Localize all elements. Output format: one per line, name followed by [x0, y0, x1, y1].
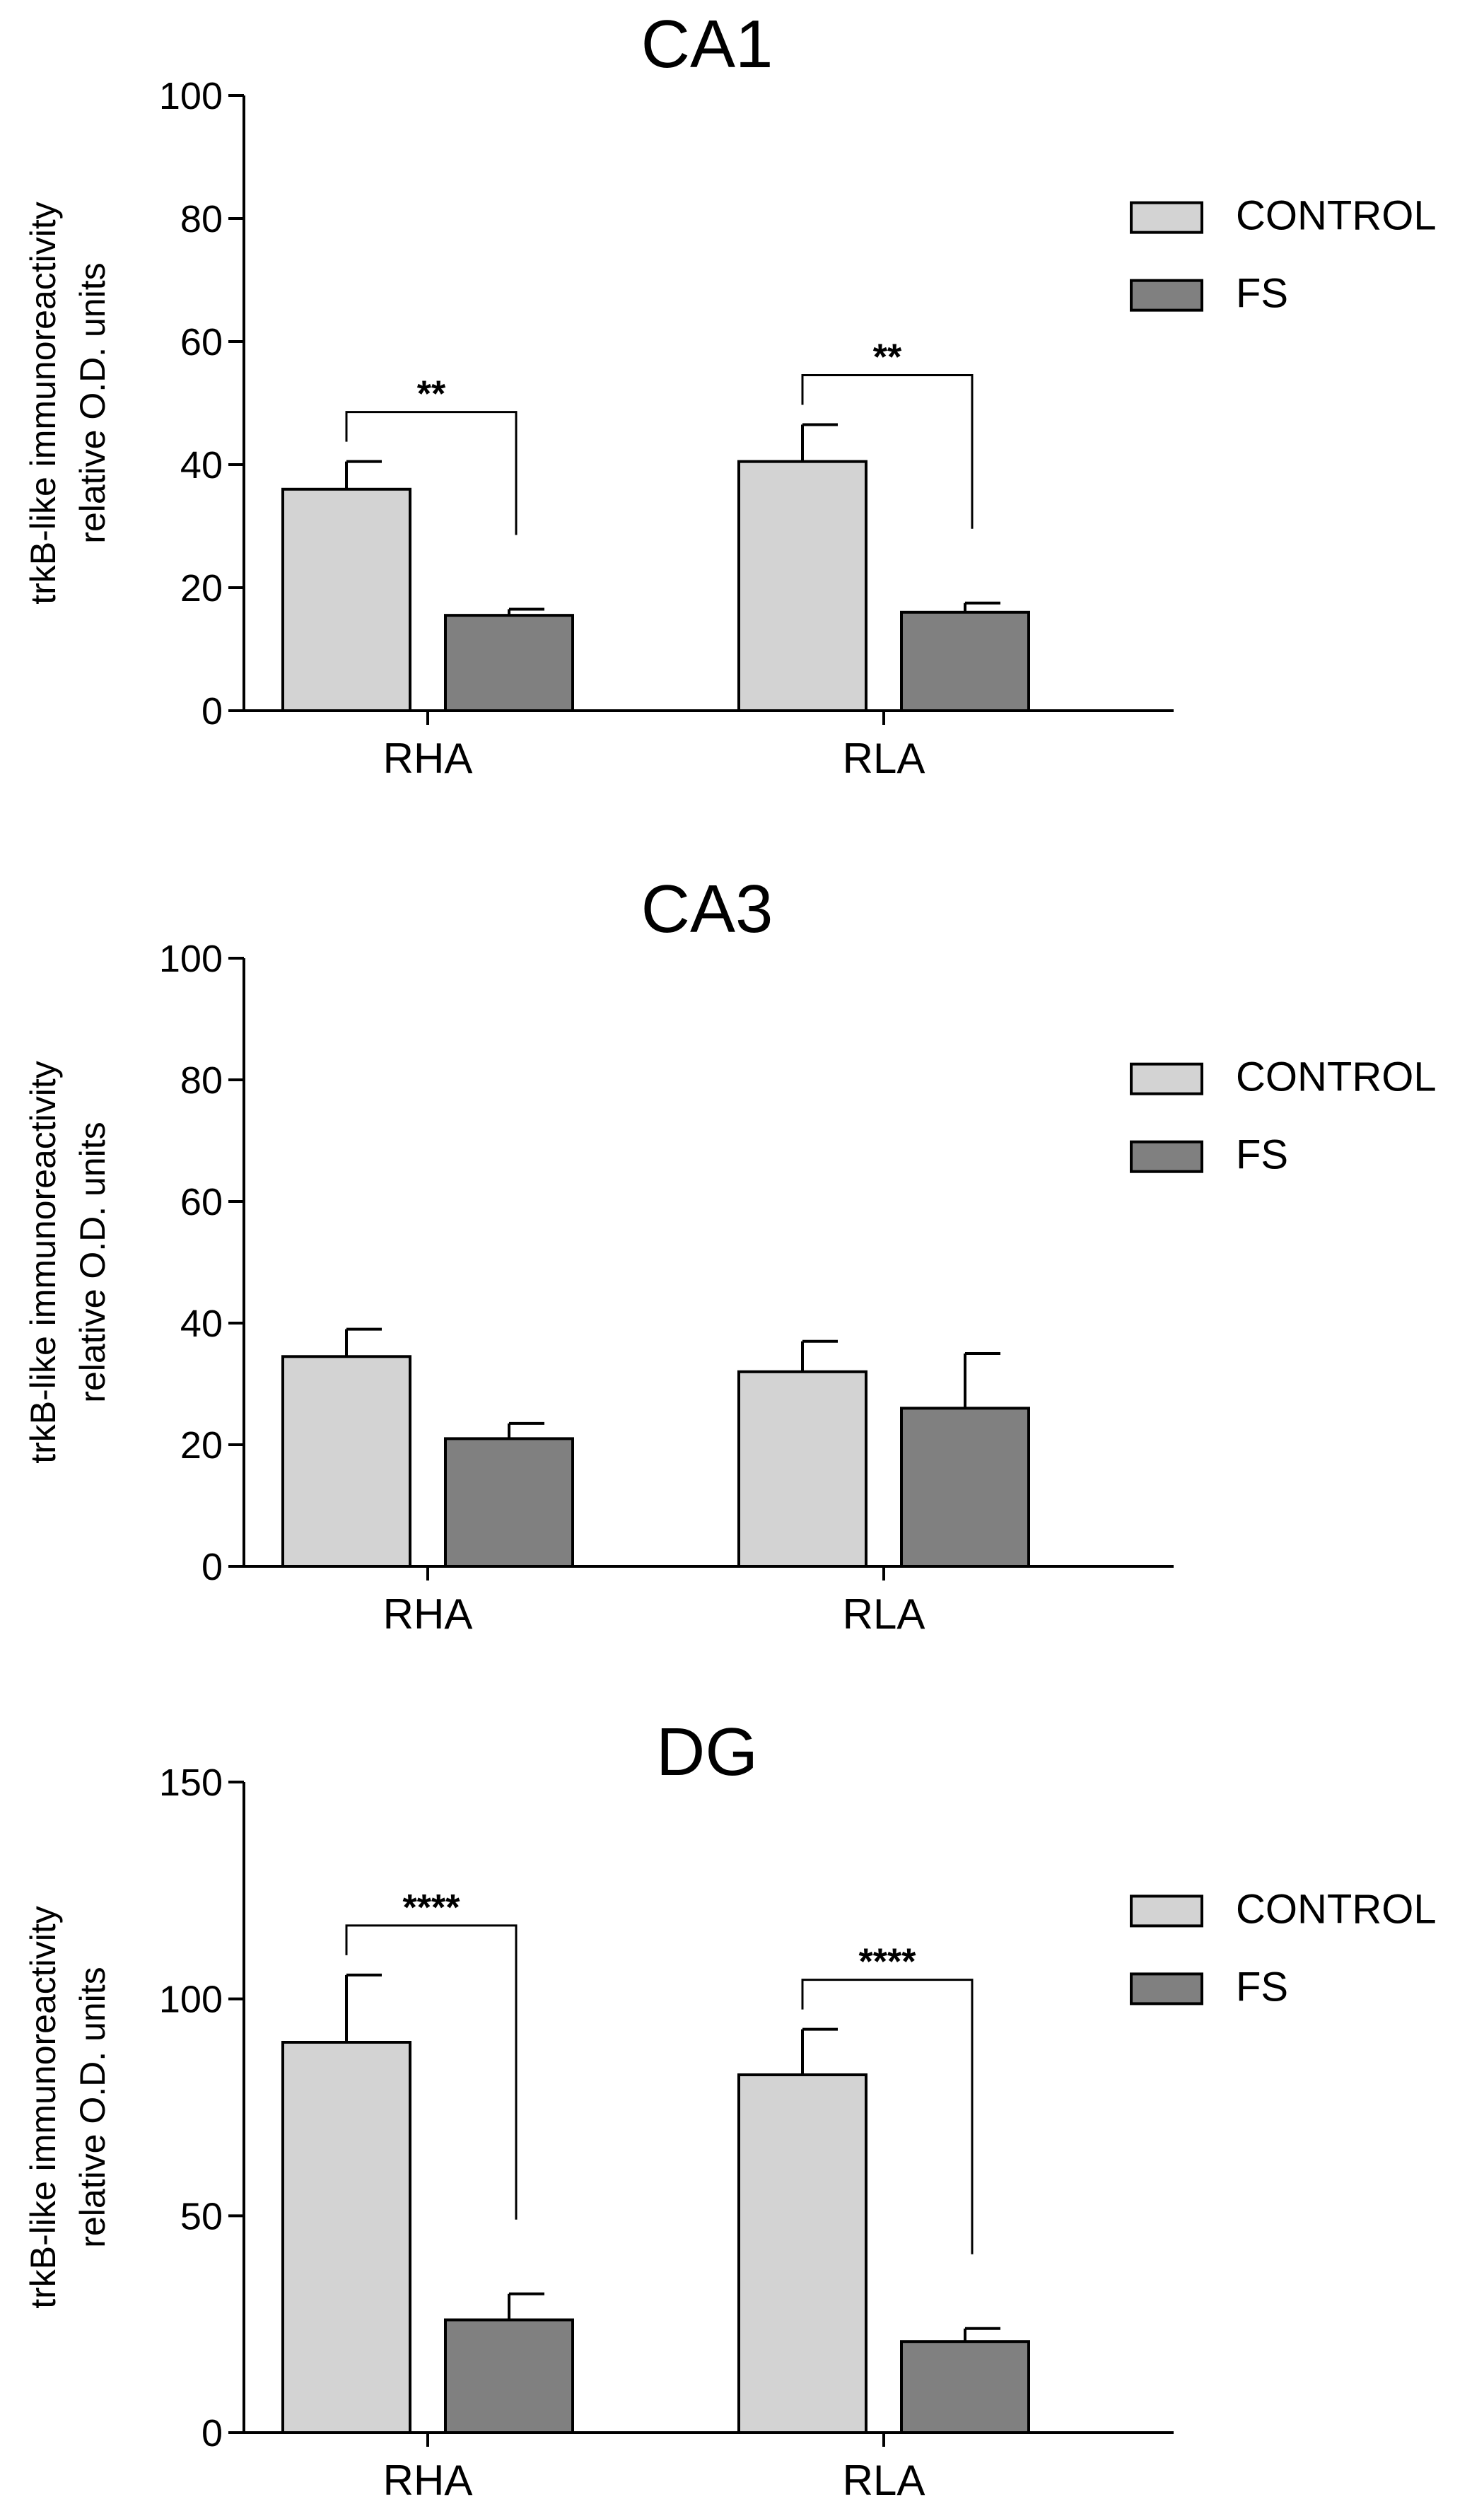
- legend-swatch-control: [1130, 1062, 1203, 1095]
- legend-swatch-control: [1130, 201, 1203, 234]
- bar-control-rha: [281, 487, 411, 712]
- bar-control-rha: [281, 1355, 411, 1568]
- y-tick-label: 80: [180, 198, 223, 240]
- y-tick-label: 60: [180, 1181, 223, 1223]
- x-tick-label: RHA: [383, 1590, 473, 1638]
- panel-dg: DG trkB-like immunoreactivity relative O.D…: [23, 1714, 1437, 2504]
- legend-label-control: CONTROL: [1236, 193, 1437, 239]
- y-tick-label: 20: [180, 1424, 223, 1467]
- legend-label-fs: FS: [1236, 1132, 1288, 1178]
- x-tick-label: RHA: [383, 735, 473, 782]
- significance-bracket: [801, 373, 974, 529]
- significance-label: **: [417, 374, 446, 415]
- y-tick-label: 100: [159, 75, 223, 117]
- x-tick-label: RLA: [843, 1590, 925, 1638]
- legend-swatch-fs: [1130, 279, 1203, 312]
- x-tick-label: RHA: [383, 2457, 473, 2504]
- y-tick-label: 50: [180, 2195, 223, 2237]
- y-axis-label-line2: relative O.D. units: [73, 262, 112, 543]
- y-tick-label: 20: [180, 567, 223, 610]
- legend-label-control: CONTROL: [1236, 1054, 1437, 1100]
- y-axis-label-line2: relative O.D. units: [73, 1122, 112, 1402]
- significance-bracket: [345, 1924, 518, 2220]
- legend-label-control: CONTROL: [1236, 1886, 1437, 1932]
- chart-title: DG: [656, 1714, 758, 1790]
- y-axis-label-line1: trkB-like immunoreactivity: [23, 1061, 63, 1464]
- bar-fs-rla: [900, 610, 1030, 712]
- chart-title: CA3: [641, 871, 773, 947]
- bar-fs-rha: [444, 2318, 574, 2435]
- y-axis-label-line1: trkB-like immunoreactivity: [23, 202, 63, 605]
- y-tick-label: 0: [201, 1546, 223, 1588]
- legend-swatch-fs: [1130, 1140, 1203, 1173]
- y-tick-label: 100: [159, 938, 223, 980]
- y-axis-label-line2: relative O.D. units: [73, 1967, 112, 2247]
- bar-control-rla: [737, 2073, 867, 2434]
- significance-label: ****: [403, 1887, 461, 1928]
- x-tick-label: RLA: [843, 2457, 925, 2504]
- legend-label-fs: FS: [1236, 1964, 1288, 2010]
- y-tick-label: 80: [180, 1059, 223, 1102]
- bar-control-rla: [737, 1370, 867, 1568]
- y-tick-label: 40: [180, 1303, 223, 1345]
- y-tick-label: 60: [180, 321, 223, 363]
- legend-swatch-fs: [1130, 1972, 1203, 2006]
- significance-bracket: [801, 1979, 974, 2254]
- panel-ca1: CA1 trkB-like immunoreactivity relative O.…: [23, 6, 1437, 782]
- y-axis-label-line1: trkB-like immunoreactivity: [23, 1906, 63, 2309]
- y-tick-label: 0: [201, 690, 223, 733]
- legend-label-fs: FS: [1236, 271, 1288, 317]
- y-tick-label: 100: [159, 1979, 223, 2021]
- panel-ca3: CA3 trkB-like immunoreactivity relative O.…: [23, 871, 1437, 1638]
- x-tick-label: RLA: [843, 735, 925, 782]
- bar-fs-rha: [444, 1437, 574, 1568]
- bar-fs-rla: [900, 1407, 1030, 1568]
- legend-swatch-control: [1130, 1894, 1203, 1928]
- bar-control-rha: [281, 2041, 411, 2434]
- y-tick-label: 40: [180, 444, 223, 487]
- bar-fs-rla: [900, 2340, 1030, 2434]
- significance-bracket: [345, 411, 518, 535]
- y-tick-label: 150: [159, 1762, 223, 1804]
- bar-control-rla: [737, 460, 867, 713]
- significance-label: ****: [859, 1942, 917, 1983]
- bar-fs-rha: [444, 614, 574, 713]
- y-tick-label: 0: [201, 2412, 223, 2455]
- chart-title: CA1: [641, 6, 773, 82]
- significance-label: **: [873, 337, 902, 378]
